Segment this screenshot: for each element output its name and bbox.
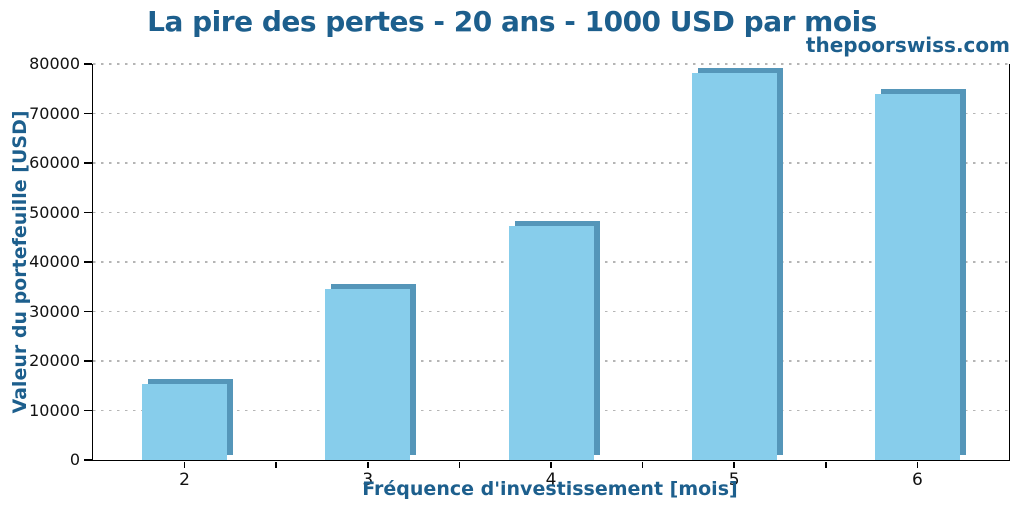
bar-6 [874, 88, 966, 460]
bar-5 [691, 67, 783, 460]
y-tick-label: 50000 [29, 202, 80, 222]
gridline-60000 [93, 162, 1009, 164]
y-axis-title: Valeur du portefeuille [USD] [9, 110, 31, 414]
x-tick-mark [916, 461, 919, 468]
y-tick-mark [84, 310, 92, 313]
bar-2 [142, 379, 234, 460]
x-tick-label: 6 [911, 470, 923, 490]
bar-fill [508, 225, 594, 460]
y-tick-label: 80000 [29, 54, 80, 73]
x-tick-label: 5 [728, 470, 740, 490]
x-tick-mark [733, 461, 735, 468]
y-tick-label: 60000 [29, 153, 80, 172]
y-tick-label: 0 [69, 450, 80, 469]
y-tick-mark [84, 63, 92, 65]
x-minor-tick-mark [825, 461, 827, 468]
x-minor-tick-mark [641, 461, 644, 468]
bar-fill [142, 384, 228, 460]
x-minor-tick-mark [458, 461, 461, 468]
x-tick-mark [367, 461, 369, 468]
plot-area: 0 10000 20000 30000 40000 50000 60000 70000 8000… [29, 55, 1010, 490]
y-tick-label: 70000 [29, 103, 80, 123]
y-tick-mark [84, 211, 92, 214]
y-tick-label: 30000 [29, 301, 80, 321]
gridline-80000 [93, 63, 1009, 65]
y-tick-label: 10000 [29, 400, 80, 420]
x-tick-label: 3 [362, 470, 374, 490]
gridline-50000 [93, 211, 1009, 214]
watermark-text: thepoorswiss.com [805, 33, 1010, 57]
y-tick-mark [84, 459, 92, 461]
x-tick-label: 4 [545, 470, 557, 490]
x-tick-mark [550, 461, 552, 468]
y-tick-label: 40000 [29, 252, 80, 271]
y-tick-mark [84, 112, 92, 115]
chart-title: La pire des pertes - 20 ans - 1000 USD p… [147, 5, 877, 38]
y-tick-label: 20000 [29, 351, 80, 370]
x-tick-label: 2 [179, 470, 190, 490]
bar-4 [508, 220, 600, 460]
gridline-70000 [93, 112, 1009, 115]
bar-3 [325, 284, 417, 460]
bar-fill [874, 93, 960, 460]
y-tick-mark [84, 360, 92, 362]
y-tick-mark [84, 409, 92, 412]
y-tick-mark [84, 261, 92, 263]
x-minor-tick-mark [275, 461, 277, 468]
y-tick-mark [84, 162, 92, 164]
x-tick-mark [183, 461, 186, 468]
bar-fill [325, 289, 411, 460]
x-axis-title: Fréquence d'investissement [mois] [362, 478, 738, 500]
bar-fill [691, 72, 777, 460]
